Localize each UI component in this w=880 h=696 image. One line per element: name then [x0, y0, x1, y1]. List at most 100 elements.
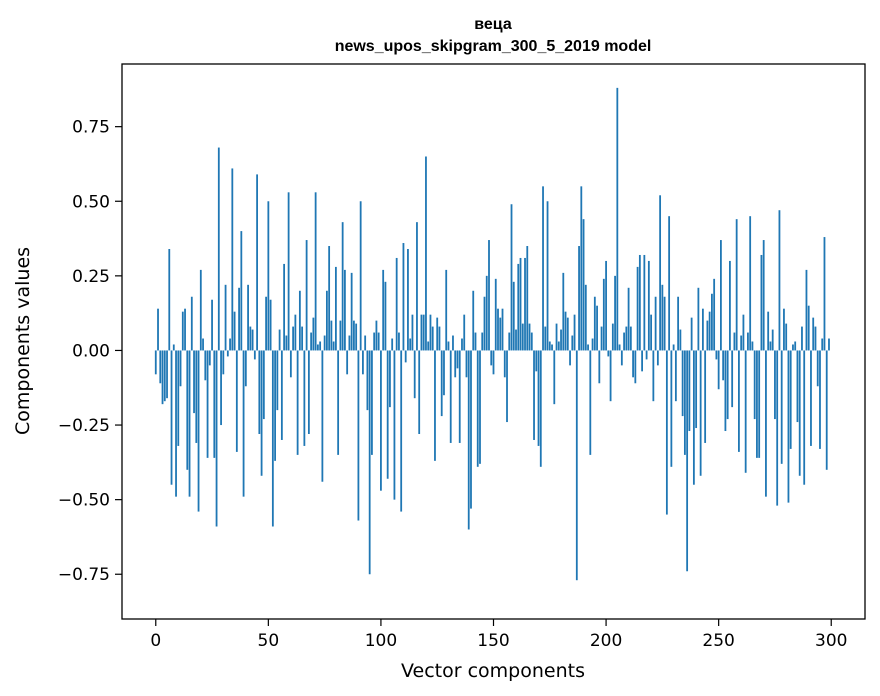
bar [672, 344, 675, 351]
bar [443, 350, 445, 396]
bar [199, 269, 202, 351]
bar [661, 284, 664, 351]
bar [348, 335, 351, 351]
bar [499, 317, 502, 351]
bar [393, 350, 396, 500]
bar [553, 350, 556, 405]
bar [179, 350, 182, 387]
bar [278, 329, 281, 351]
bar [535, 350, 538, 372]
bar [749, 216, 752, 351]
bar [319, 341, 322, 351]
bar [747, 332, 749, 351]
bar [593, 296, 596, 351]
bar [524, 257, 526, 351]
bar [242, 350, 245, 497]
x-tick-label: 100 [365, 631, 397, 651]
bar [738, 350, 740, 452]
bar [177, 350, 180, 446]
bar [598, 350, 601, 384]
bar [258, 350, 261, 434]
bar [285, 335, 288, 351]
bar [542, 186, 544, 351]
bar [175, 350, 177, 497]
bar [819, 350, 821, 449]
bar [409, 338, 412, 351]
bar [620, 350, 623, 366]
bar [339, 320, 342, 351]
y-tick-label: 0.75 [72, 118, 110, 138]
bar [681, 350, 684, 417]
bar [188, 350, 191, 497]
bar [557, 341, 560, 351]
bar [647, 260, 650, 351]
bar [528, 323, 531, 351]
bar [587, 344, 589, 351]
bar [355, 323, 358, 351]
bar [429, 314, 432, 351]
y-tick-label: 0.00 [72, 341, 110, 361]
bar [521, 323, 524, 351]
bar [627, 287, 630, 351]
bar [724, 350, 727, 432]
bar [384, 281, 387, 351]
bar [825, 350, 828, 470]
bar [679, 329, 682, 351]
bar [548, 341, 551, 351]
bar [265, 296, 267, 351]
bar [715, 350, 718, 360]
bar [377, 332, 380, 351]
bar [332, 341, 335, 351]
bar [787, 350, 790, 503]
bar [512, 281, 515, 351]
bar [740, 335, 743, 351]
bar [341, 222, 344, 351]
bar [368, 350, 371, 575]
x-axis-label: Vector components [401, 660, 585, 682]
bar [623, 332, 625, 351]
bar [607, 350, 610, 357]
bar [211, 299, 213, 351]
bar [260, 350, 263, 476]
bar [472, 290, 475, 351]
bar [400, 350, 403, 512]
bar [253, 350, 256, 360]
bar [193, 350, 195, 414]
x-tick-label: 0 [150, 631, 161, 651]
bar [316, 344, 319, 351]
bar [231, 168, 234, 351]
bar [436, 317, 439, 351]
bar [501, 308, 504, 351]
bar [353, 320, 355, 351]
bar [434, 350, 436, 461]
bar [735, 219, 738, 351]
bar [778, 210, 781, 351]
bar [166, 350, 168, 399]
bar [154, 350, 157, 375]
bar [416, 222, 418, 351]
bar [229, 338, 231, 351]
bar [445, 269, 448, 351]
x-tick-label: 250 [702, 631, 734, 651]
bar [506, 350, 508, 423]
bar [449, 350, 452, 443]
bar [314, 192, 317, 351]
y-tick-label: −0.50 [58, 491, 110, 511]
bar [312, 317, 315, 351]
bar [760, 254, 763, 351]
y-axis-ticks: −0.75 −0.50 −0.25 0.00 0.25 0.50 0.75 [58, 118, 122, 585]
bar [614, 275, 616, 351]
bar [798, 350, 801, 476]
bar [276, 350, 279, 411]
bar [526, 246, 529, 351]
bar [711, 293, 713, 351]
bar [641, 350, 643, 372]
bar [280, 350, 283, 440]
bar [321, 350, 324, 482]
bar [695, 350, 698, 429]
bar [269, 299, 272, 351]
bar [654, 296, 657, 351]
bar [184, 308, 186, 351]
bar [206, 350, 209, 458]
bar [632, 350, 634, 378]
